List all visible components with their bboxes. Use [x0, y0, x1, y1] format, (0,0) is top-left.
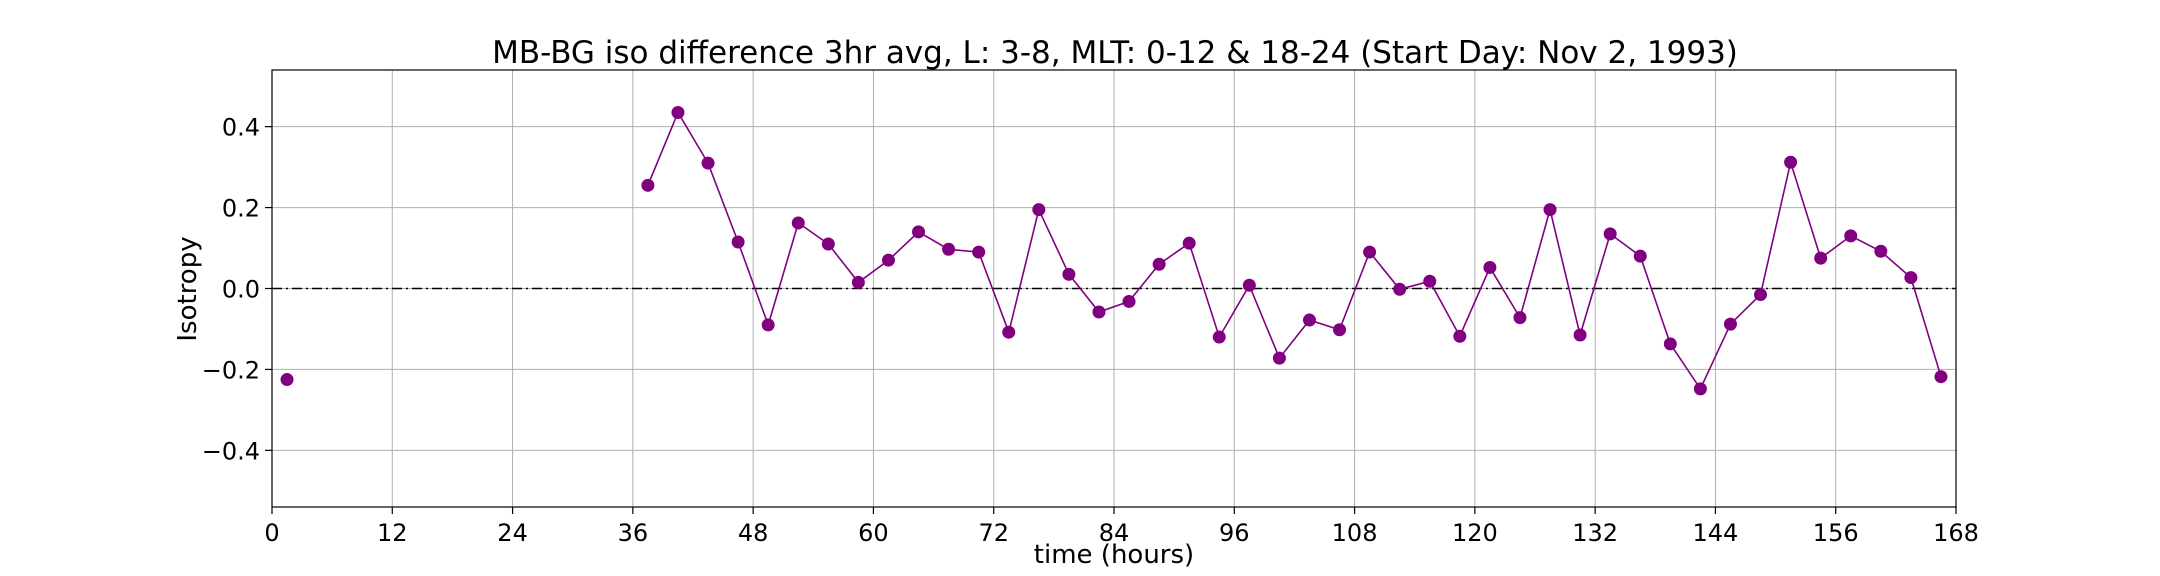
- x-tick-label: 144: [1693, 519, 1739, 547]
- data-point: [641, 178, 655, 192]
- data-point: [1904, 271, 1918, 285]
- series-lines: [647, 110, 1942, 391]
- x-tick-label: 96: [1219, 519, 1250, 547]
- data-point: [1122, 294, 1136, 308]
- y-tick-label: −0.2: [202, 356, 260, 384]
- data-point: [1453, 329, 1467, 343]
- data-point: [851, 275, 865, 289]
- data-point: [1814, 251, 1828, 265]
- series-line: [647, 110, 1942, 391]
- data-point: [1513, 311, 1527, 325]
- data-point: [1483, 260, 1497, 274]
- data-point: [1423, 274, 1437, 288]
- data-point: [671, 105, 685, 119]
- data-point: [1302, 313, 1316, 327]
- data-point: [1754, 288, 1768, 302]
- x-tick-label: 84: [1099, 519, 1130, 547]
- y-axis-label: Isotropy: [173, 236, 203, 341]
- data-point: [942, 242, 956, 256]
- data-point: [731, 235, 745, 249]
- data-point: [1393, 282, 1407, 296]
- y-tick-label: 0.2: [222, 195, 260, 223]
- x-tick-label: 0: [264, 519, 279, 547]
- data-point: [1242, 278, 1256, 292]
- data-point: [1212, 330, 1226, 344]
- data-point: [1573, 328, 1587, 342]
- x-tick-label: 48: [738, 519, 769, 547]
- series-points: [280, 105, 1948, 396]
- x-tick-label: 60: [858, 519, 889, 547]
- x-tick-label: 168: [1933, 519, 1979, 547]
- data-point: [1603, 227, 1617, 241]
- data-point: [1934, 370, 1948, 384]
- x-axis: 0 12 24 36 48 60 72 84 96 108 120 132 144 156 168: [264, 507, 1979, 547]
- data-point: [1182, 236, 1196, 250]
- x-tick-label: 120: [1452, 519, 1498, 547]
- data-point: [1363, 245, 1377, 259]
- data-point: [1844, 229, 1858, 243]
- x-tick-label: 72: [978, 519, 1009, 547]
- x-tick-label: 156: [1813, 519, 1859, 547]
- data-point: [1663, 337, 1677, 351]
- data-point: [280, 373, 294, 387]
- data-point: [972, 245, 986, 259]
- x-tick-label: 36: [618, 519, 649, 547]
- chart-title: MB-BG iso difference 3hr avg, L: 3-8, ML…: [492, 35, 1738, 71]
- data-point: [1693, 382, 1707, 396]
- data-point: [1874, 244, 1888, 258]
- data-point: [1062, 267, 1076, 281]
- data-point: [761, 318, 775, 332]
- x-tick-label: 12: [377, 519, 408, 547]
- data-point: [791, 216, 805, 230]
- data-point: [1784, 155, 1798, 169]
- x-tick-label: 132: [1572, 519, 1618, 547]
- data-point: [1032, 203, 1046, 217]
- data-point: [912, 225, 926, 239]
- x-tick-label: 24: [497, 519, 528, 547]
- y-tick-label: 0.4: [222, 114, 260, 142]
- data-point: [1002, 325, 1016, 339]
- data-point: [821, 237, 835, 251]
- y-axis: −0.4 −0.2 0.0 0.2 0.4: [202, 114, 272, 465]
- data-point: [1633, 249, 1647, 263]
- x-tick-label: 108: [1332, 519, 1378, 547]
- data-point: [1723, 317, 1737, 331]
- data-point: [1333, 323, 1347, 337]
- data-point: [881, 253, 895, 267]
- y-tick-label: 0.0: [222, 276, 260, 304]
- data-point: [1272, 351, 1286, 365]
- data-point: [1543, 203, 1557, 217]
- data-point: [701, 156, 715, 170]
- data-point: [1092, 305, 1106, 319]
- data-point: [1152, 257, 1166, 271]
- x-axis-label: time (hours): [1034, 540, 1194, 570]
- y-tick-label: −0.4: [202, 437, 260, 465]
